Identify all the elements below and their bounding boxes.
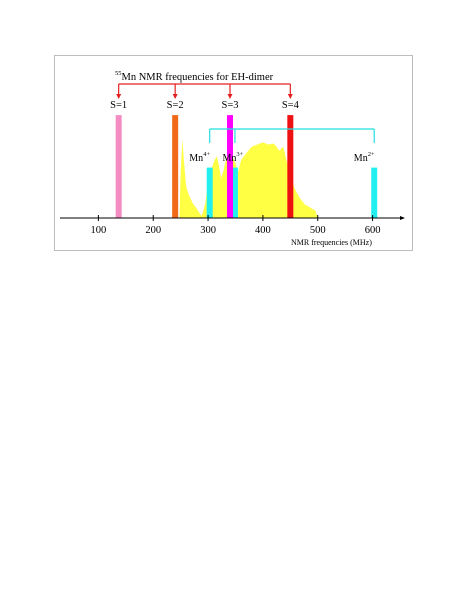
valence-label-2: Mn3+ xyxy=(223,151,244,164)
spin-bracket-arrow-2 xyxy=(172,94,178,99)
spin-bar-2 xyxy=(172,115,179,218)
spectrum-area xyxy=(179,139,318,218)
title-superscript: 55 xyxy=(115,70,122,77)
chart-title: 55Mn NMR frequencies for EH-dimer xyxy=(115,70,274,83)
spin-label-3: S=3 xyxy=(221,100,238,111)
valence-bar-1 xyxy=(206,167,213,218)
x-tick-label-500: 500 xyxy=(310,225,326,236)
spin-bracket-arrow-4 xyxy=(287,94,293,99)
x-tick-label-100: 100 xyxy=(91,225,107,236)
x-tick-label-600: 600 xyxy=(365,225,381,236)
valence-bar-3 xyxy=(371,167,378,218)
spin-bracket-arrow-3 xyxy=(227,94,233,99)
spin-label-2: S=2 xyxy=(167,100,184,111)
spin-bar-3 xyxy=(227,115,233,218)
valence-bar-2 xyxy=(231,167,238,218)
title-text: Mn NMR frequencies for EH-dimer xyxy=(122,72,274,83)
valence-label-3: Mn2+ xyxy=(354,151,375,164)
x-axis-title: NMR frequencies (MHz) xyxy=(291,238,372,247)
x-tick-label-300: 300 xyxy=(200,225,216,236)
spin-label-4: S=4 xyxy=(282,100,300,111)
spin-bracket-arrow-1 xyxy=(116,94,122,99)
nmr-chart: 55Mn NMR frequencies for EH-dimer NMR fr… xyxy=(60,70,405,247)
spin-label-1: S=1 xyxy=(110,100,127,111)
x-tick-label-400: 400 xyxy=(255,225,271,236)
spin-bar-4 xyxy=(287,115,294,218)
valence-label-1: Mn4+ xyxy=(189,151,210,164)
x-axis-arrow xyxy=(400,216,405,220)
x-tick-label-200: 200 xyxy=(145,225,161,236)
spin-bar-1 xyxy=(115,115,122,218)
figure-frame: 55Mn NMR frequencies for EH-dimer NMR fr… xyxy=(54,55,413,251)
